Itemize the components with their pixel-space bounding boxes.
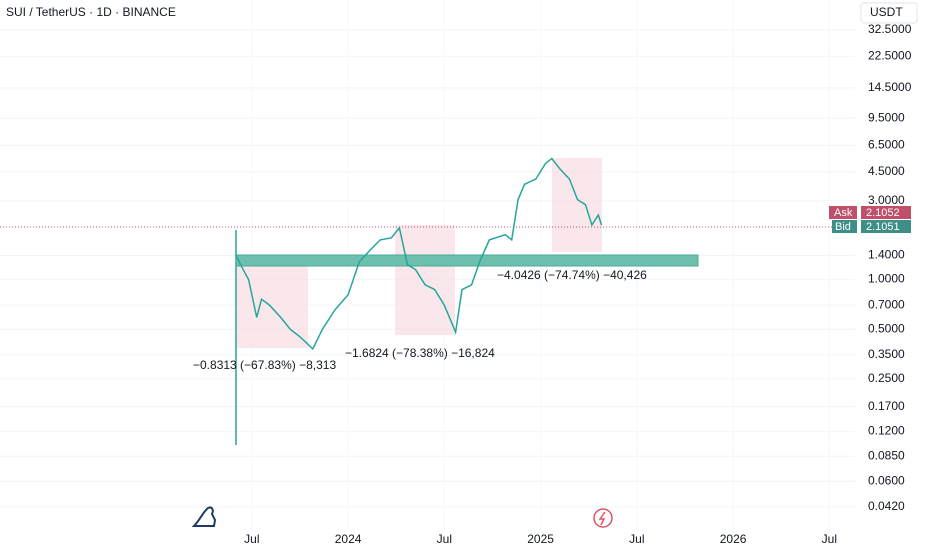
event-icon[interactable]	[593, 508, 613, 528]
y-tick-label: 0.0850	[868, 448, 905, 462]
support-zone	[235, 254, 699, 267]
y-tick-label: 0.3500	[868, 347, 905, 361]
price-line	[235, 157, 603, 351]
bid-box	[861, 220, 911, 233]
x-tick-label: 2025	[527, 532, 554, 546]
grid	[0, 29, 855, 508]
y-tick-label: 0.1700	[868, 399, 905, 413]
x-tick-label: Jul	[822, 532, 837, 546]
y-tick-label: 0.0420	[868, 499, 905, 513]
symbol-title: SUI / TetherUS · 1D · BINANCE	[6, 5, 176, 19]
bid-tag	[832, 220, 857, 233]
logo	[191, 506, 217, 527]
y-tick-label: 0.1200	[868, 424, 905, 438]
y-tick-label: 0.7000	[868, 297, 905, 311]
annotation: −0.8313 (−67.83%) −8,313	[193, 358, 336, 372]
y-tick-label: 1.0000	[868, 272, 905, 286]
event-bolt	[598, 511, 606, 526]
measure-box	[395, 225, 455, 335]
annotation: −1.6824 (−78.38%) −16,824	[345, 346, 495, 360]
ask-box	[861, 206, 911, 219]
y-tick-label: 9.5000	[868, 110, 905, 124]
x-tick-label: 2024	[335, 532, 362, 546]
y-tick-label: 6.5000	[868, 138, 905, 152]
bid-label: Bid	[835, 221, 851, 233]
ask-label: Ask	[834, 207, 853, 219]
plot	[235, 157, 603, 351]
x-tick-label: 2026	[720, 532, 747, 546]
annotation: −4.0426 (−74.74%) −40,426	[497, 268, 647, 282]
ask-tag	[829, 206, 857, 219]
y-tick-label: 32.5000	[868, 22, 912, 36]
x-tick-label: Jul	[244, 532, 259, 546]
currency: USDT	[870, 5, 903, 19]
y-tick-label: 0.2500	[868, 371, 905, 385]
bid-price: 2.1051	[866, 221, 900, 233]
y-tick-label: 0.5000	[868, 321, 905, 335]
y-tick-label: 0.0600	[868, 473, 905, 487]
y-tick-label: 22.5000	[868, 49, 912, 63]
y-tick-label: 3.0000	[868, 193, 905, 207]
measure-box	[552, 158, 602, 252]
y-tick-label: 4.5000	[868, 164, 905, 178]
x-tick-label: Jul	[629, 532, 644, 546]
y-tick-label: 14.5000	[868, 80, 912, 94]
ask-price: 2.1052	[866, 207, 900, 219]
y-tick-label: 1.4000	[868, 248, 905, 262]
currency-button[interactable]	[860, 2, 918, 24]
x-tick-label: Jul	[437, 532, 452, 546]
